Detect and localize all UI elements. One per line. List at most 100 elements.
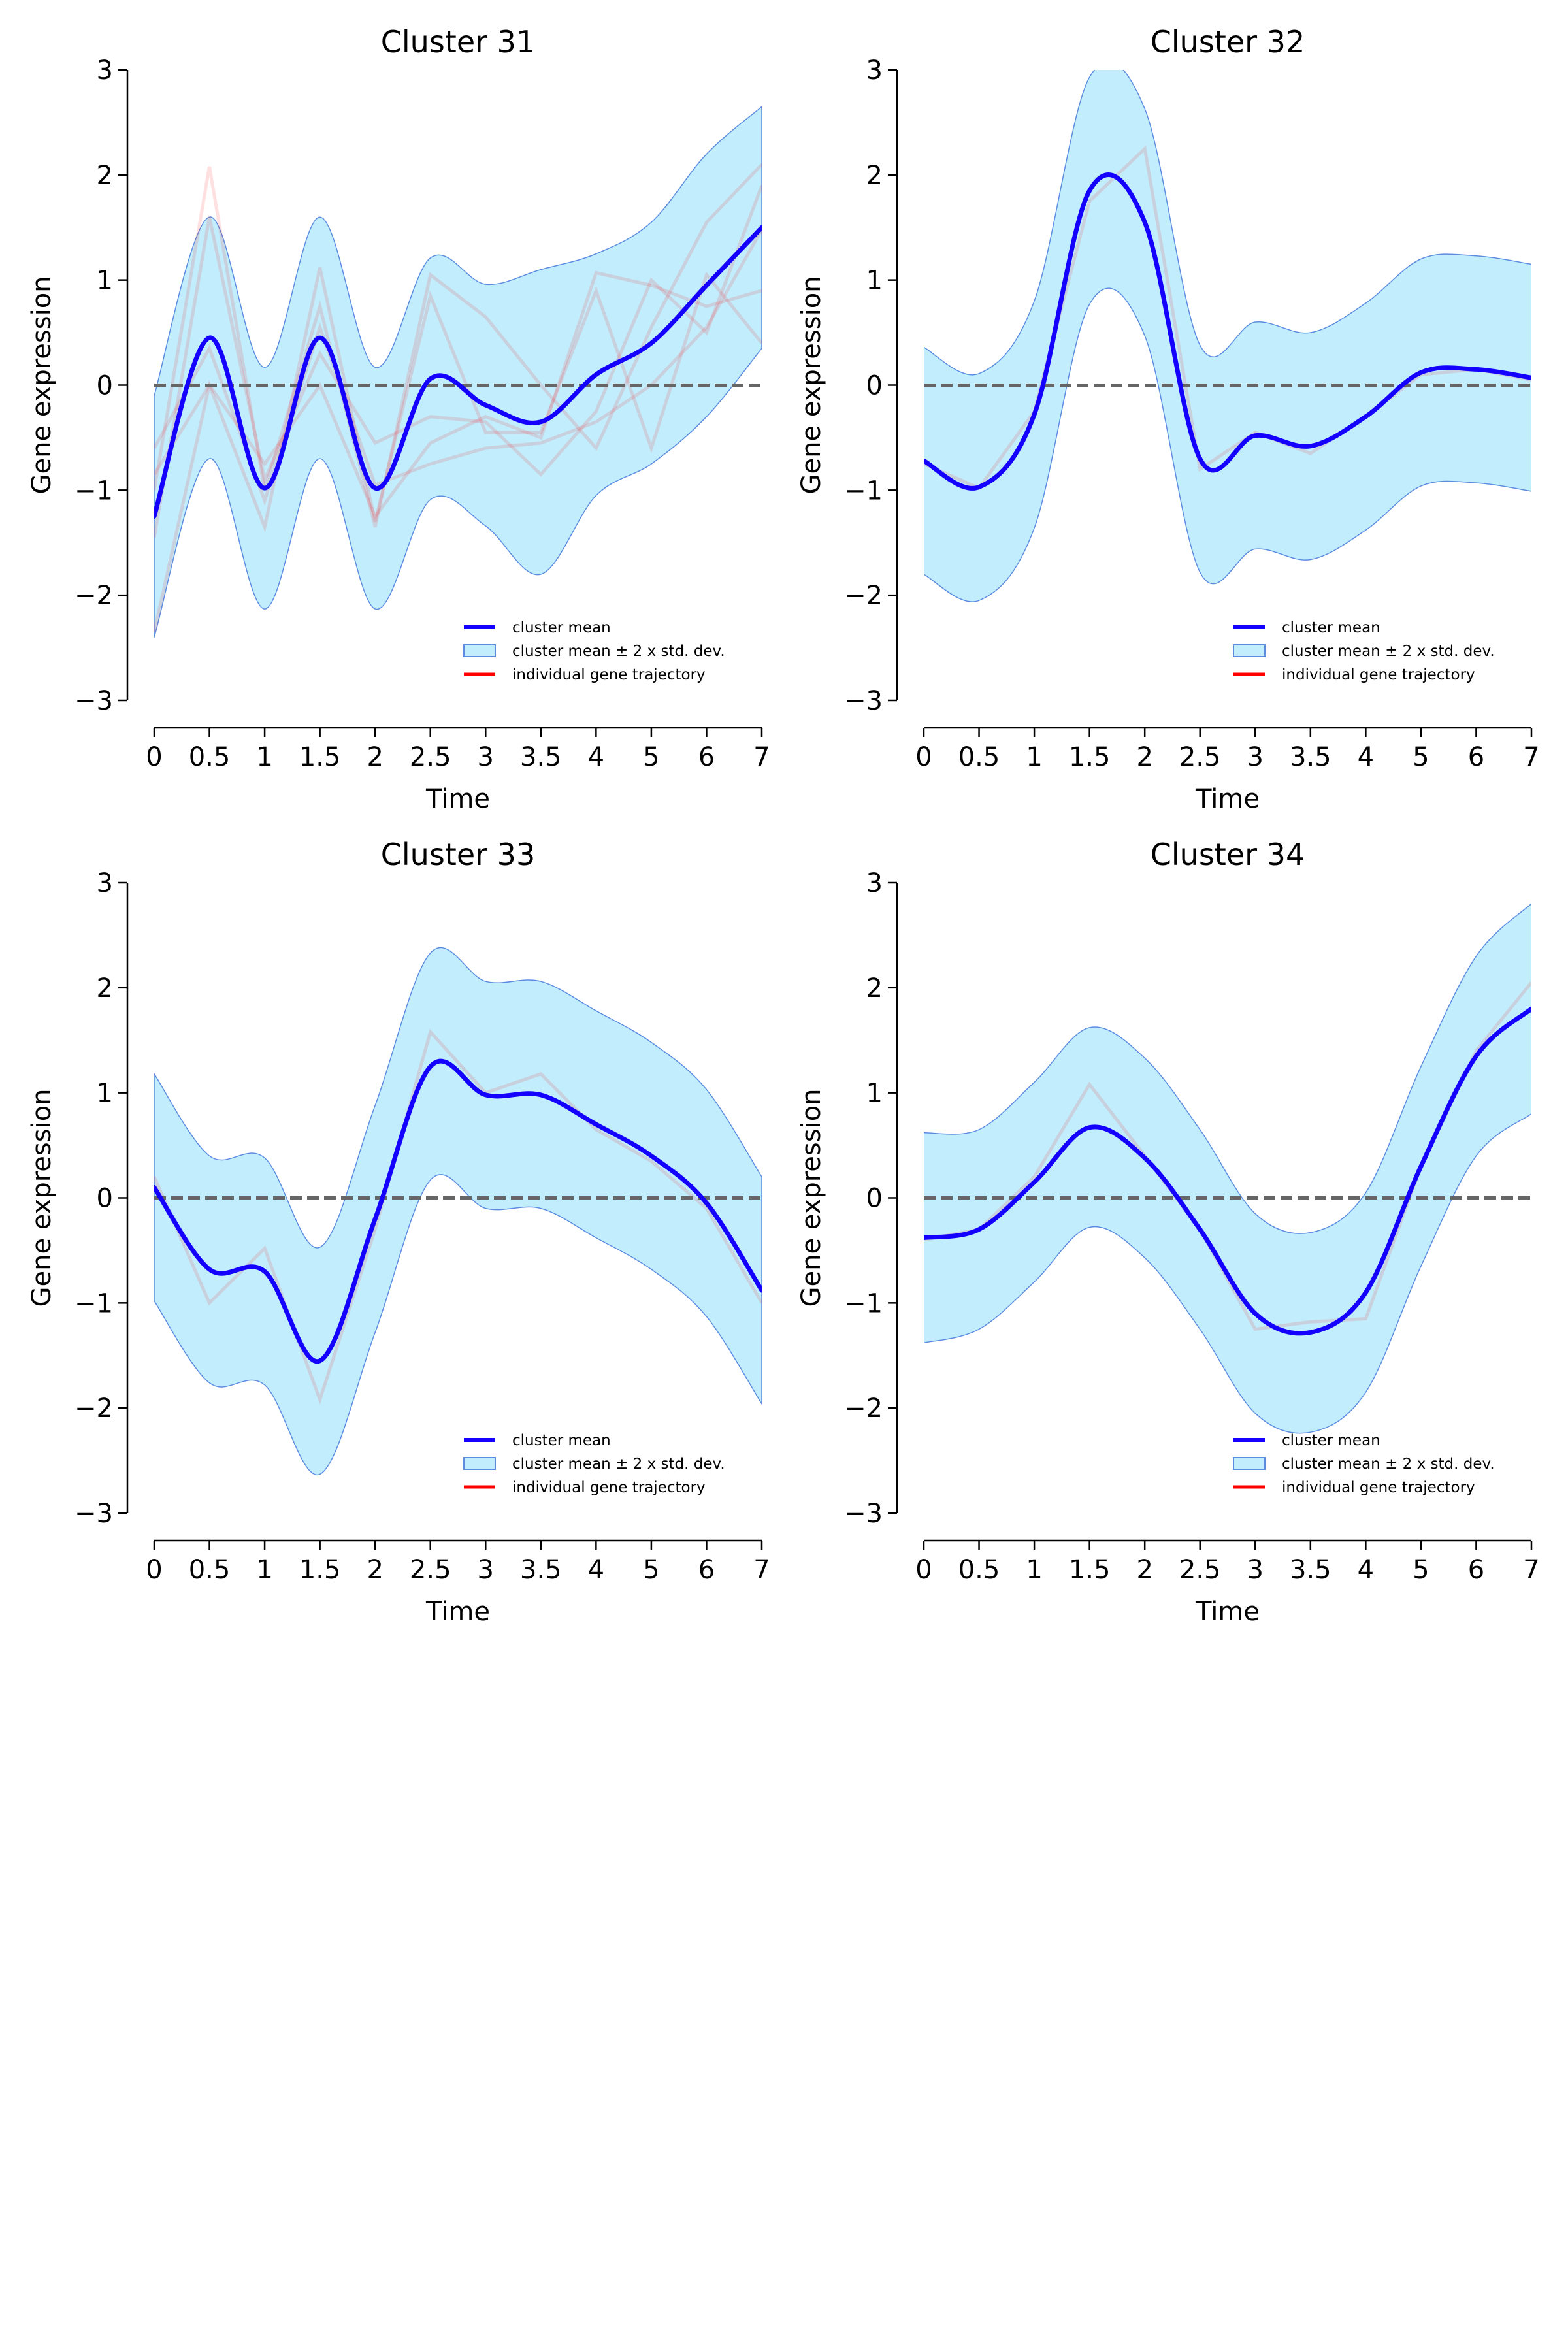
- y-tick-label: 0: [866, 371, 883, 401]
- x-tick-label: 7: [1523, 742, 1539, 772]
- x-tick-label: 3: [1247, 1555, 1264, 1585]
- y-tick-label: 3: [97, 868, 113, 898]
- x-tick-label: 5: [643, 742, 659, 772]
- x-tick-label: 3.5: [520, 1555, 562, 1585]
- chart-panel-1: −3 −2 −1 0 1 2 3 0 0.5 1 1.5 2 2.5 3 3.5 4 5 6 7 Cluster 31…: [27, 24, 770, 814]
- y-tick-label: −1: [74, 1288, 113, 1318]
- cluster-mean-line: [154, 225, 762, 519]
- y-tick-label: 2: [866, 973, 883, 1004]
- gene-trajectory-1: [154, 163, 762, 528]
- legend-entry-label: individual gene trajectory: [512, 1479, 706, 1496]
- legend-entry-label: cluster mean ± 2 x std. dev.: [1282, 1456, 1495, 1473]
- legend-entry-label: individual gene trajectory: [1282, 666, 1475, 683]
- x-tick-label: 0: [146, 1555, 162, 1585]
- chart-title: Cluster 34: [1151, 837, 1305, 872]
- x-axis-label: Time: [425, 1597, 490, 1627]
- x-tick-label: 5: [1413, 742, 1429, 772]
- x-tick-label: 6: [698, 1555, 715, 1585]
- y-tick-label: −2: [844, 581, 883, 611]
- legend-entry-label: individual gene trajectory: [1282, 1479, 1475, 1496]
- y-tick-label: 3: [866, 56, 883, 86]
- y-tick-label: −3: [844, 686, 883, 716]
- x-tick-label: 3: [1247, 742, 1264, 772]
- x-tick-label: 0.5: [958, 742, 1000, 772]
- plot-area: [924, 903, 1531, 1434]
- x-tick-label: 0: [915, 742, 932, 772]
- chart-title: Cluster 33: [381, 837, 535, 872]
- x-axis-label: Time: [1195, 784, 1260, 814]
- x-tick-label: 0.5: [189, 742, 231, 772]
- x-tick-label: 0: [915, 1555, 932, 1585]
- x-tick-label: 6: [1468, 742, 1484, 772]
- y-tick-label: −2: [74, 1394, 113, 1424]
- gene-trajectory-1: [154, 1028, 762, 1405]
- gene-trajectory-4: [154, 270, 762, 520]
- x-tick-label: 2.5: [410, 1555, 451, 1585]
- legend-entry-label: cluster mean: [512, 619, 611, 636]
- cluster-mean-line: [154, 1058, 762, 1364]
- y-tick-label: 3: [866, 868, 883, 898]
- y-tick-label: −2: [74, 581, 113, 611]
- plot-area: [154, 947, 762, 1476]
- y-tick-label: −1: [844, 476, 883, 506]
- y-axis-label: Gene expression: [796, 1088, 826, 1307]
- plot-area: [154, 106, 762, 638]
- x-tick-label: 3.5: [520, 742, 562, 772]
- y-tick-label: −1: [844, 1288, 883, 1318]
- x-tick-label: 2: [367, 742, 383, 772]
- x-tick-label: 4: [1358, 742, 1374, 772]
- y-axis-label: Gene expression: [27, 1088, 57, 1307]
- y-tick-label: 1: [866, 266, 883, 296]
- plot-area: [924, 70, 1531, 602]
- x-tick-label: 0.5: [958, 1555, 1000, 1585]
- x-tick-label: 1.5: [1069, 1555, 1111, 1585]
- x-tick-label: 7: [1523, 1555, 1539, 1585]
- legend-entry-label: cluster mean: [1282, 1432, 1380, 1449]
- chart-title: Cluster 32: [1151, 24, 1305, 59]
- legend: cluster mean cluster mean ± 2 x std. dev.…: [1233, 619, 1495, 683]
- x-tick-label: 2.5: [410, 742, 451, 772]
- x-tick-label: 7: [753, 742, 770, 772]
- y-tick-label: 0: [866, 1184, 883, 1214]
- cluster-mean-line: [924, 1006, 1531, 1336]
- x-tick-label: 3: [478, 742, 494, 772]
- std-dev-band: [154, 106, 762, 638]
- gene-trajectory-1: [924, 145, 1531, 491]
- y-tick-label: −2: [844, 1394, 883, 1424]
- legend-entry-label: cluster mean: [1282, 619, 1380, 636]
- y-tick-label: −3: [844, 1499, 883, 1529]
- y-tick-label: 1: [97, 1079, 113, 1109]
- cluster-mean-line: [924, 172, 1531, 491]
- y-tick-label: −3: [74, 1499, 113, 1529]
- y-tick-label: 2: [97, 973, 113, 1004]
- gene-trajectory-2: [154, 267, 762, 633]
- x-tick-label: 5: [643, 1555, 659, 1585]
- y-tick-label: 0: [97, 371, 113, 401]
- chart-title: Cluster 31: [381, 24, 535, 59]
- x-tick-label: 1.5: [1069, 742, 1111, 772]
- y-tick-label: −3: [74, 686, 113, 716]
- x-axis-label: Time: [425, 784, 490, 814]
- legend: cluster mean cluster mean ± 2 x std. dev.…: [463, 619, 725, 683]
- x-tick-label: 1.5: [299, 1555, 341, 1585]
- y-axis-label: Gene expression: [796, 276, 826, 494]
- chart-panel-2: −3 −2 −1 0 1 2 3 0 0.5 1 1.5 2 2.5 3 3.5 4 5 6 7 Cluster 32…: [796, 24, 1540, 814]
- x-tick-label: 2.5: [1179, 1555, 1221, 1585]
- chart-panel-3: −3 −2 −1 0 1 2 3 0 0.5 1 1.5 2 2.5 3 3.5 4 5 6 7 Cluster 33…: [27, 837, 770, 1627]
- legend-band-swatch: [463, 1457, 496, 1470]
- x-tick-label: 0.5: [189, 1555, 231, 1585]
- x-tick-label: 3.5: [1290, 742, 1331, 772]
- legend-entry-label: cluster mean: [512, 1432, 611, 1449]
- x-tick-label: 1.5: [299, 742, 341, 772]
- y-axis-label: Gene expression: [27, 276, 57, 494]
- x-tick-label: 2: [1136, 742, 1152, 772]
- legend: cluster mean cluster mean ± 2 x std. dev.…: [463, 1432, 725, 1496]
- y-tick-label: 3: [97, 56, 113, 86]
- legend-entry-label: cluster mean ± 2 x std. dev.: [1282, 643, 1495, 660]
- x-tick-label: 6: [1468, 1555, 1484, 1585]
- x-tick-label: 4: [588, 1555, 604, 1585]
- std-dev-band: [924, 70, 1531, 602]
- x-tick-label: 1: [256, 742, 272, 772]
- y-tick-label: 1: [97, 266, 113, 296]
